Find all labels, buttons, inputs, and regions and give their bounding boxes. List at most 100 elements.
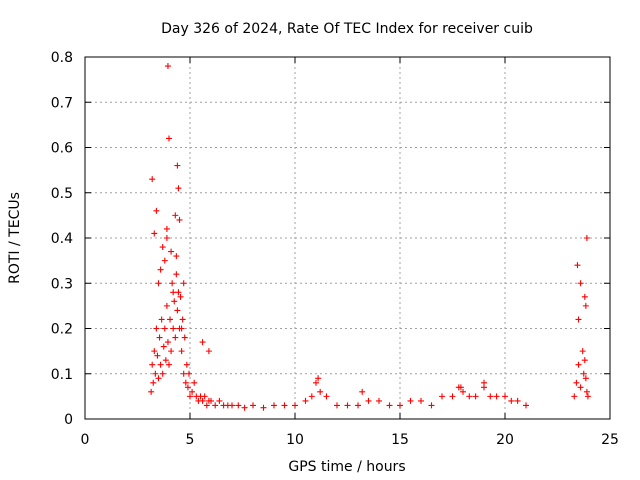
data-point bbox=[577, 384, 584, 391]
data-point bbox=[575, 361, 582, 368]
data-point bbox=[359, 388, 366, 395]
x-tick-label: 5 bbox=[186, 432, 195, 448]
data-point bbox=[583, 388, 590, 395]
data-point bbox=[575, 316, 582, 323]
data-point bbox=[163, 235, 170, 241]
data-point bbox=[260, 404, 267, 411]
data-point bbox=[177, 293, 184, 300]
data-point bbox=[157, 266, 164, 273]
data-point bbox=[582, 302, 589, 309]
data-point bbox=[439, 393, 445, 400]
data-point bbox=[176, 216, 183, 223]
data-point bbox=[205, 348, 212, 355]
data-point bbox=[271, 402, 277, 409]
data-point bbox=[281, 402, 288, 409]
data-point bbox=[168, 348, 175, 355]
data-point bbox=[166, 135, 172, 142]
data-point bbox=[508, 397, 515, 404]
data-point bbox=[365, 397, 372, 404]
y-tick-label: 0.5 bbox=[51, 186, 73, 202]
data-point bbox=[571, 393, 578, 400]
y-tick-label: 0.2 bbox=[51, 322, 73, 338]
data-point bbox=[581, 357, 588, 364]
data-point bbox=[171, 298, 178, 305]
data-point bbox=[187, 393, 193, 400]
data-point bbox=[581, 293, 588, 300]
data-point bbox=[155, 280, 162, 287]
data-point bbox=[175, 185, 182, 192]
x-tick-label: 10 bbox=[286, 432, 304, 448]
data-point bbox=[149, 176, 156, 183]
data-point bbox=[460, 388, 466, 395]
data-point bbox=[182, 379, 189, 386]
x-tick-label: 15 bbox=[391, 432, 409, 448]
data-point bbox=[161, 325, 168, 332]
data-point bbox=[397, 402, 403, 409]
data-point bbox=[148, 388, 155, 395]
data-point bbox=[313, 379, 319, 386]
data-point bbox=[174, 162, 181, 169]
data-point bbox=[180, 370, 187, 377]
data-point bbox=[151, 230, 158, 237]
data-point bbox=[573, 379, 580, 386]
data-point bbox=[502, 393, 508, 400]
data-point bbox=[199, 397, 206, 404]
data-point bbox=[584, 393, 591, 400]
x-axis-label: GPS time / hours bbox=[288, 459, 405, 475]
data-point bbox=[162, 357, 169, 364]
data-point bbox=[179, 316, 186, 323]
x-tick-label: 0 bbox=[81, 432, 90, 448]
data-point bbox=[163, 225, 170, 232]
data-point bbox=[180, 280, 187, 287]
y-tick-label: 0.7 bbox=[51, 95, 73, 111]
data-point bbox=[175, 289, 182, 296]
data-point bbox=[472, 393, 479, 400]
data-point bbox=[457, 384, 464, 391]
data-point bbox=[168, 248, 175, 255]
data-point bbox=[376, 397, 382, 404]
data-point bbox=[579, 348, 586, 355]
data-point bbox=[172, 212, 179, 219]
data-point bbox=[161, 257, 168, 264]
data-point bbox=[583, 235, 590, 241]
data-point bbox=[153, 207, 160, 214]
data-point bbox=[317, 388, 324, 395]
y-tick-label: 0.4 bbox=[51, 231, 73, 247]
data-point bbox=[156, 334, 163, 341]
x-tick-label: 20 bbox=[496, 432, 514, 448]
data-point bbox=[174, 307, 181, 314]
data-point bbox=[178, 325, 185, 332]
data-point bbox=[334, 402, 340, 409]
data-point bbox=[407, 397, 414, 404]
data-point bbox=[154, 352, 161, 359]
data-point bbox=[514, 397, 521, 404]
data-point bbox=[166, 361, 172, 368]
data-point bbox=[191, 379, 198, 386]
data-point bbox=[241, 404, 248, 411]
data-point bbox=[150, 379, 157, 386]
chart-title: Day 326 of 2024, Rate Of TEC Index for r… bbox=[161, 21, 533, 37]
data-point bbox=[152, 370, 159, 377]
data-point bbox=[582, 375, 589, 382]
data-point bbox=[189, 388, 196, 395]
data-point bbox=[212, 402, 219, 409]
data-point bbox=[292, 402, 298, 409]
data-point bbox=[164, 339, 171, 346]
data-point bbox=[229, 402, 235, 409]
data-point bbox=[250, 402, 256, 409]
x-tick-label: 25 bbox=[601, 432, 619, 448]
data-point bbox=[163, 302, 170, 309]
data-point bbox=[493, 393, 500, 400]
data-point bbox=[155, 375, 162, 382]
data-point bbox=[160, 343, 167, 350]
data-point bbox=[159, 370, 166, 377]
data-point bbox=[481, 379, 487, 386]
data-point bbox=[449, 393, 456, 400]
data-point bbox=[208, 397, 214, 404]
data-point bbox=[523, 402, 529, 409]
axis-ticks bbox=[84, 56, 611, 420]
data-points bbox=[148, 63, 591, 411]
data-point bbox=[308, 393, 315, 400]
data-point bbox=[178, 348, 185, 355]
